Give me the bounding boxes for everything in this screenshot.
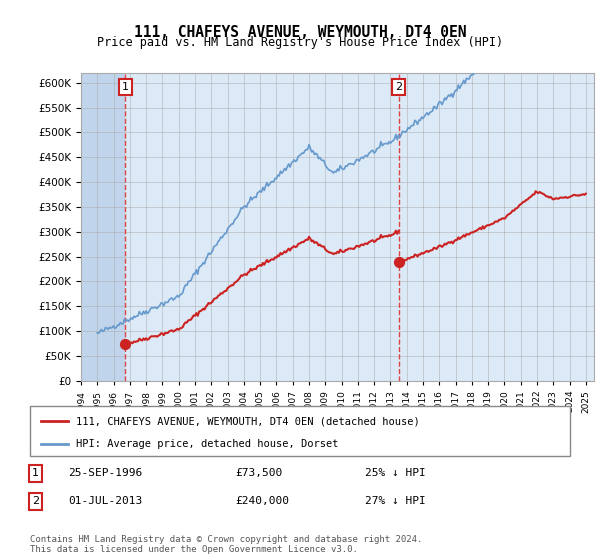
Point (121, 340, 130, 349)
Text: 1: 1 (122, 82, 129, 92)
Text: HPI: Average price, detached house, Dorset: HPI: Average price, detached house, Dors… (76, 439, 338, 449)
Bar (81, 73, 125, 381)
Text: £240,000: £240,000 (235, 496, 289, 506)
Text: 111, CHAFEYS AVENUE, WEYMOUTH, DT4 0EN: 111, CHAFEYS AVENUE, WEYMOUTH, DT4 0EN (134, 25, 466, 40)
Point (394, 257, 403, 266)
Text: Price paid vs. HM Land Registry's House Price Index (HPI): Price paid vs. HM Land Registry's House … (97, 36, 503, 49)
Text: 25-SEP-1996: 25-SEP-1996 (68, 468, 142, 478)
Text: 2: 2 (395, 82, 402, 92)
Text: £73,500: £73,500 (235, 468, 283, 478)
Text: 25% ↓ HPI: 25% ↓ HPI (365, 468, 425, 478)
Text: Contains HM Land Registry data © Crown copyright and database right 2024.
This d: Contains HM Land Registry data © Crown c… (30, 535, 422, 554)
Text: 27% ↓ HPI: 27% ↓ HPI (365, 496, 425, 506)
Text: 111, CHAFEYS AVENUE, WEYMOUTH, DT4 0EN (detached house): 111, CHAFEYS AVENUE, WEYMOUTH, DT4 0EN (… (76, 416, 419, 426)
Text: 1: 1 (32, 468, 39, 478)
Text: 01-JUL-2013: 01-JUL-2013 (68, 496, 142, 506)
Text: 2: 2 (32, 496, 39, 506)
FancyBboxPatch shape (30, 406, 570, 456)
